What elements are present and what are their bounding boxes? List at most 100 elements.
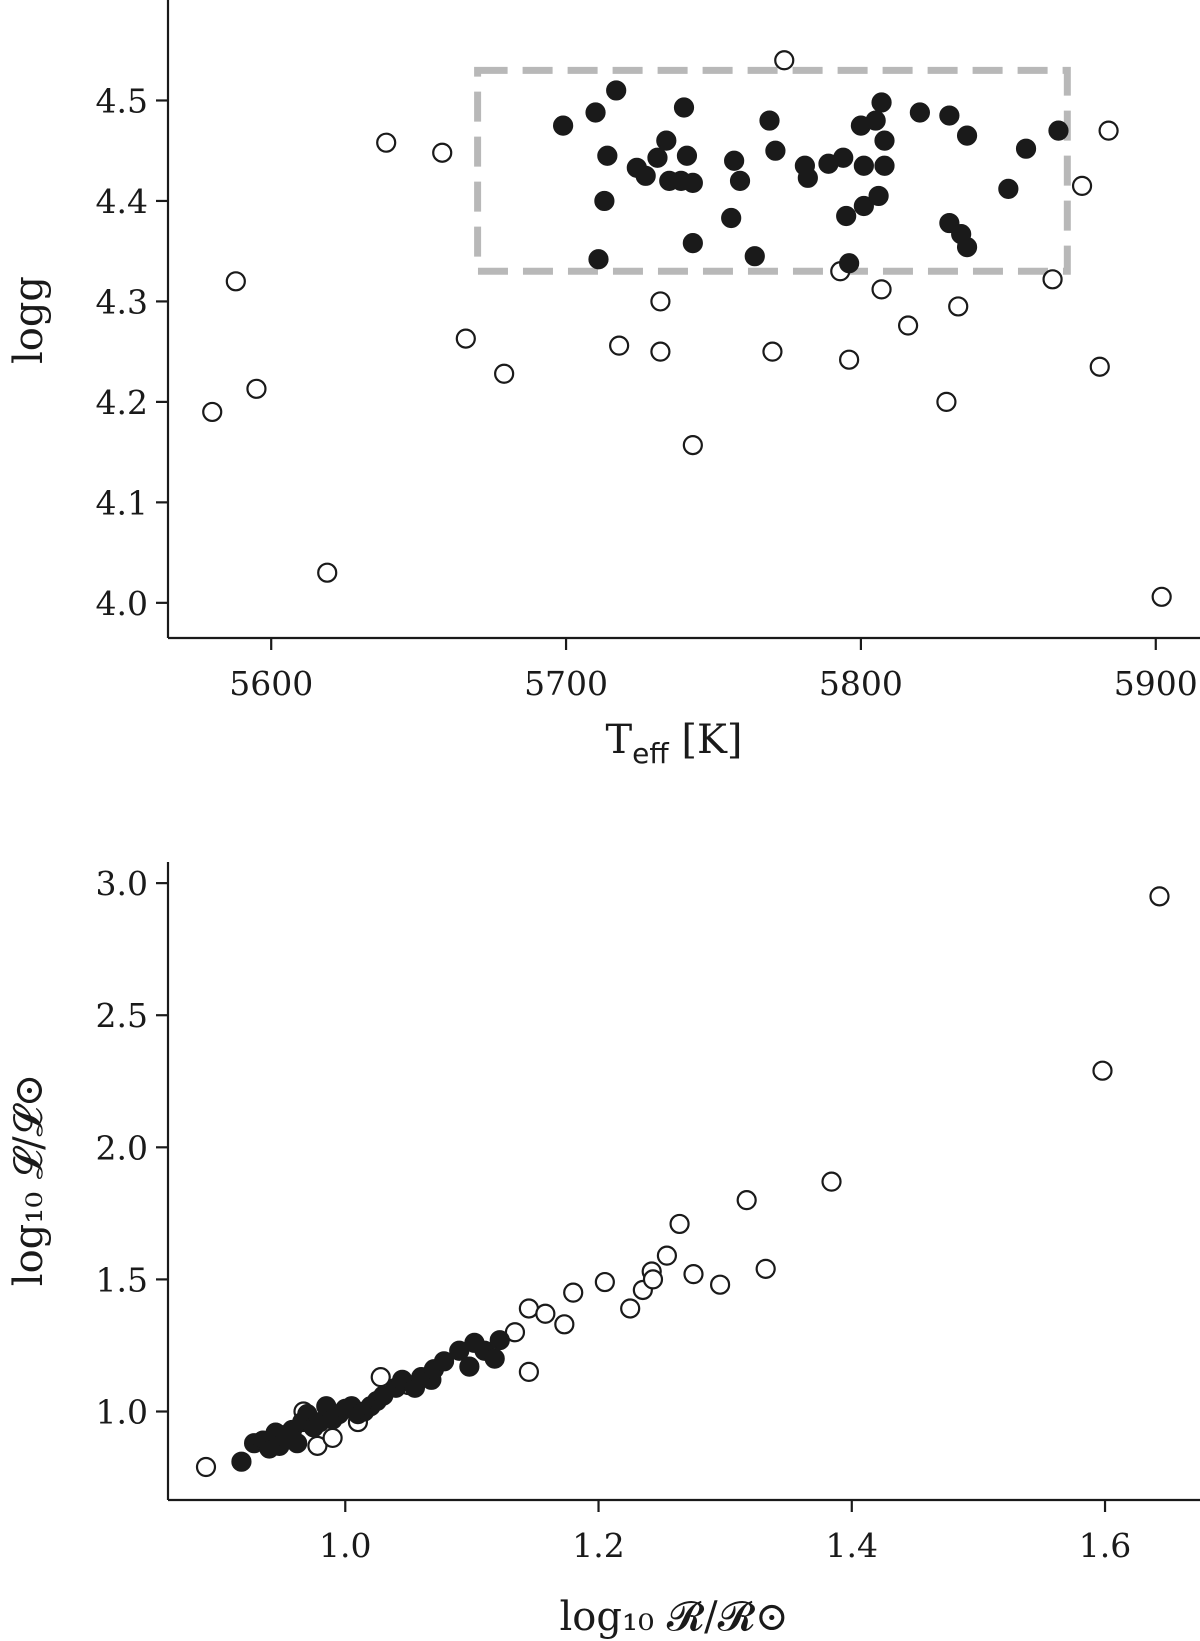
y-tick-label: 4.3 (96, 282, 148, 321)
filled-data-point (874, 155, 895, 176)
open-data-point (650, 341, 671, 362)
filled-data-point (868, 185, 889, 207)
open-data-point (518, 1298, 539, 1319)
y-axis-label: log₁₀ 𝓛/𝓛⊙ (6, 1074, 52, 1286)
filled-data-point (489, 1330, 510, 1351)
open-data-point (936, 391, 957, 412)
open-data-point (563, 1282, 584, 1303)
teff-logg-panel: 5600 5700 5800 5900 4.0 4.1 4.2 4.3 4.4 4.5 Teff [… (6, 0, 1200, 770)
filled-data-point (729, 170, 751, 191)
filled-data-point (287, 1433, 308, 1454)
filled-data-point (909, 102, 930, 123)
filled-data-point (797, 167, 818, 188)
open-data-point (376, 132, 397, 153)
filled-data-point (865, 110, 886, 131)
filled-data-point (585, 102, 606, 123)
filled-data-point (724, 150, 745, 171)
filled-data-point (759, 110, 780, 131)
open-data-point (1151, 586, 1172, 607)
filled-data-point (721, 207, 742, 229)
y-tick-label: 4.0 (96, 584, 148, 623)
open-data-point (432, 142, 453, 163)
open-data-point (202, 401, 223, 423)
selection-box (474, 66, 1071, 275)
filled-data-point (597, 145, 618, 166)
y-tick-label: 1.5 (96, 1260, 148, 1299)
x-tick-label: 1.6 (1079, 1526, 1131, 1565)
open-data-point (518, 1361, 539, 1382)
filled-data-point (606, 80, 627, 101)
open-data-point (948, 296, 969, 317)
open-data-point (609, 335, 630, 356)
open-data-point (1092, 1060, 1113, 1081)
open-data-point (839, 349, 860, 370)
x-tick-label: 1.2 (572, 1526, 624, 1565)
open-data-point (1042, 269, 1063, 290)
x-tick-label: 5600 (229, 664, 313, 703)
y-axis-label: logg (6, 276, 52, 364)
x-tick-label: 5900 (1114, 664, 1198, 703)
open-data-point (620, 1298, 641, 1319)
open-data-point (762, 341, 783, 362)
filled-data-point (853, 195, 874, 217)
open-data-point (650, 291, 671, 312)
y-tick-label: 4.2 (96, 383, 148, 422)
open-data-point (1149, 886, 1170, 907)
y-tick-label: 2.5 (96, 996, 148, 1035)
open-data-point (682, 434, 703, 456)
open-data-point (709, 1274, 731, 1295)
filled-data-point (836, 205, 857, 227)
filled-data-point (765, 140, 786, 161)
open-data-point (755, 1258, 776, 1279)
open-data-point (195, 1456, 217, 1478)
filled-data-point (656, 130, 677, 151)
filled-data-point (635, 165, 656, 186)
filled-data-point (459, 1356, 480, 1377)
radius-luminosity-panel: 1.0 1.2 1.4 1.6 1.0 1.5 2.0 2.5 3.0 log₁₀ 𝓡/𝓡⊙ log… (6, 862, 1200, 1640)
open-data-point (897, 315, 919, 336)
filled-data-point (231, 1451, 252, 1472)
x-axis-label: Teff [K] (605, 717, 742, 770)
open-data-point (683, 1264, 704, 1285)
open-data-point (821, 1171, 842, 1192)
filled-data-point (682, 172, 703, 193)
filled-data-point (998, 178, 1019, 199)
open-data-point (317, 562, 338, 583)
filled-data-point (484, 1348, 505, 1369)
x-axis-label: log₁₀ 𝓡/𝓡⊙ (560, 1594, 789, 1640)
filled-data-point (1048, 120, 1069, 141)
filled-data-point (956, 237, 978, 258)
x-tick-label: 1.0 (319, 1526, 371, 1565)
filled-data-point (682, 233, 703, 254)
open-data-point (1098, 120, 1119, 141)
open-data-point (322, 1427, 343, 1449)
filled-data-point (433, 1351, 455, 1372)
filled-data-point (673, 97, 695, 118)
open-data-point (594, 1271, 615, 1293)
open-data-point (736, 1190, 757, 1211)
open-data-point (1089, 356, 1110, 377)
x-tick-label: 5700 (524, 664, 608, 703)
open-data-point (774, 50, 795, 71)
filled-data-point (833, 147, 854, 168)
open-data-point (535, 1303, 556, 1324)
open-data-point (246, 378, 267, 399)
y-tick-label: 2.0 (96, 1128, 148, 1167)
y-tick-label: 4.5 (96, 81, 148, 120)
y-tick-label: 4.4 (96, 182, 148, 221)
open-data-point (871, 279, 892, 300)
filled-data-point (588, 249, 609, 270)
filled-data-point (1015, 138, 1037, 159)
open-data-point (494, 363, 515, 384)
y-tick-label: 1.0 (96, 1392, 148, 1431)
filled-data-point (676, 145, 698, 166)
filled-data-point (939, 105, 960, 126)
filled-data-point (839, 253, 860, 274)
filled-data-point (871, 92, 892, 113)
filled-data-point (956, 125, 978, 146)
x-tick-label: 1.4 (826, 1526, 878, 1565)
filled-data-point (853, 155, 874, 176)
filled-data-point (553, 115, 574, 136)
y-tick-label: 4.1 (96, 483, 148, 522)
